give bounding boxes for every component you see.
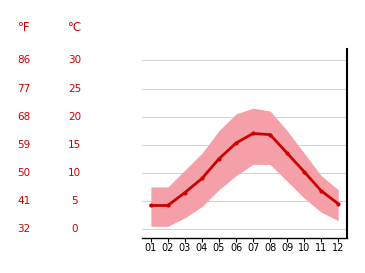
Text: 10: 10	[68, 168, 81, 178]
Text: 77: 77	[17, 84, 30, 93]
Text: 86: 86	[17, 55, 30, 66]
Text: 20: 20	[68, 112, 81, 121]
Text: °F: °F	[18, 21, 30, 34]
Text: 50: 50	[17, 168, 30, 178]
Text: 25: 25	[68, 84, 81, 93]
Text: 5: 5	[72, 196, 78, 206]
Text: 68: 68	[17, 112, 30, 121]
Text: 41: 41	[17, 196, 30, 206]
Text: 0: 0	[72, 224, 78, 234]
Text: 30: 30	[68, 55, 81, 66]
Text: 15: 15	[68, 140, 81, 150]
Text: 32: 32	[17, 224, 30, 234]
Text: 59: 59	[17, 140, 30, 150]
Text: °C: °C	[68, 21, 82, 34]
